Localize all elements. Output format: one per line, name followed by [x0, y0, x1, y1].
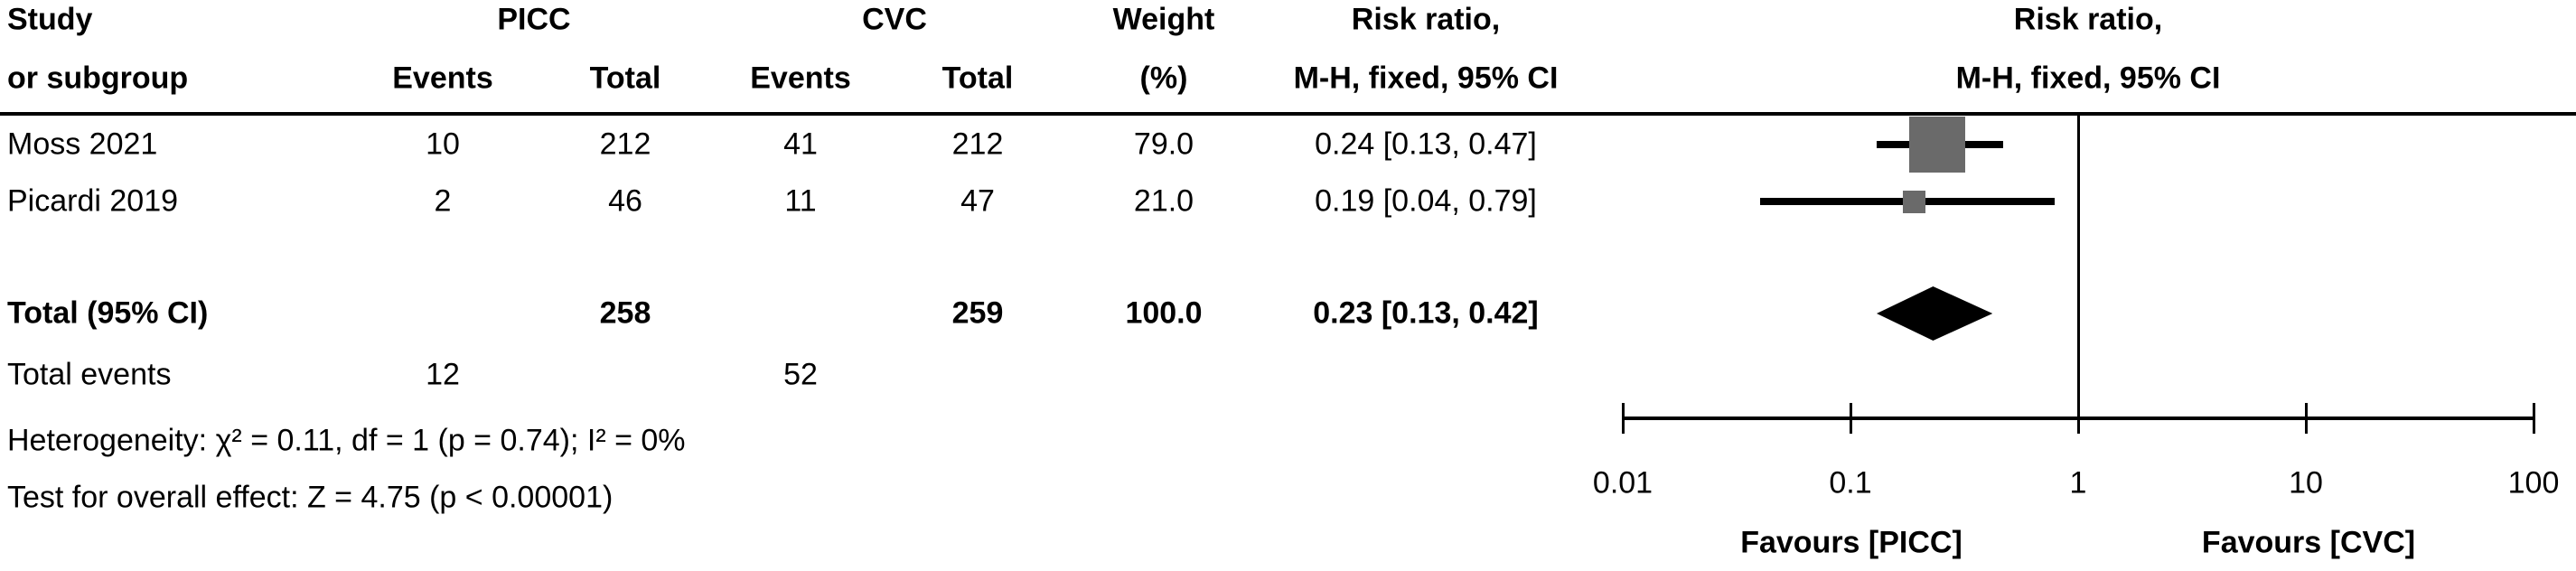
axis-tick — [1621, 403, 1625, 434]
col-header-weight: Weight — [1112, 2, 1215, 37]
study-row-label: Moss 2021 — [7, 126, 158, 162]
null-line — [2076, 116, 2080, 420]
favours-left-label: Favours [PICC] — [1740, 525, 1962, 560]
cell-picc-total: 46 — [608, 183, 642, 219]
axis-tick-label: 0.1 — [1829, 465, 1872, 501]
cell-weight: 79.0 — [1133, 126, 1194, 162]
study-row-label: Picardi 2019 — [7, 183, 179, 219]
cell-cvc-events: 11 — [784, 183, 817, 219]
favours-right-label: Favours [CVC] — [2201, 525, 2416, 560]
col-header-rr-line2: M-H, fixed, 95% CI — [1293, 61, 1559, 96]
overall-effect-text: Test for overall effect: Z = 4.75 (p < 0… — [7, 480, 614, 515]
summary-diamond — [1876, 286, 1993, 341]
plot-header-rr-line1: Risk ratio, — [2013, 2, 2163, 37]
col-header-cvc-total: Total — [941, 61, 1014, 96]
col-header-picc-total: Total — [589, 61, 661, 96]
cell-rr-ci-text: 0.24 [0.13, 0.47] — [1315, 126, 1537, 162]
total-events-label: Total events — [7, 357, 172, 392]
axis-tick — [2304, 403, 2308, 434]
cell-cvc-total: 212 — [951, 126, 1004, 162]
total-events-cvc: 52 — [783, 357, 818, 392]
cell-cvc-total: 47 — [960, 183, 995, 219]
total-cvc-total: 259 — [951, 295, 1004, 331]
cell-picc-events: 10 — [426, 126, 460, 162]
axis-tick — [1849, 403, 1852, 434]
col-header-group-picc: PICC — [497, 2, 571, 37]
axis-tick-label: 10 — [2289, 465, 2323, 501]
col-header-weight-pct: (%) — [1139, 61, 1188, 96]
col-header-study-line1: Study — [7, 2, 93, 37]
heterogeneity-text: Heterogeneity: χ² = 0.11, df = 1 (p = 0.… — [7, 423, 686, 458]
cell-weight: 21.0 — [1133, 183, 1194, 219]
col-header-picc-events: Events — [392, 61, 493, 96]
axis-tick — [2076, 403, 2080, 434]
total-events-picc: 12 — [426, 357, 460, 392]
header-rule — [0, 112, 2576, 116]
col-header-rr-line1: Risk ratio, — [1351, 2, 1501, 37]
total-rr-ci-text: 0.23 [0.13, 0.42] — [1313, 295, 1539, 331]
cell-rr-ci-text: 0.19 [0.04, 0.79] — [1315, 183, 1537, 219]
cell-picc-total: 212 — [599, 126, 651, 162]
effect-square — [1908, 117, 1965, 173]
plot-header-rr-line2: M-H, fixed, 95% CI — [1955, 61, 2221, 96]
cell-cvc-events: 41 — [783, 126, 818, 162]
total-picc-total: 258 — [599, 295, 651, 331]
axis-tick — [2532, 403, 2535, 434]
col-header-study-line2: or subgroup — [7, 61, 189, 96]
col-header-group-cvc: CVC — [862, 2, 927, 37]
axis-tick-label: 1 — [2069, 465, 2087, 501]
axis-tick-label: 0.01 — [1592, 465, 1653, 501]
axis-tick-label: 100 — [2507, 465, 2560, 501]
total-weight: 100.0 — [1125, 295, 1203, 331]
cell-picc-events: 2 — [434, 183, 452, 219]
total-row-label: Total (95% CI) — [7, 295, 209, 331]
col-header-cvc-events: Events — [750, 61, 851, 96]
effect-square — [1902, 190, 1925, 213]
